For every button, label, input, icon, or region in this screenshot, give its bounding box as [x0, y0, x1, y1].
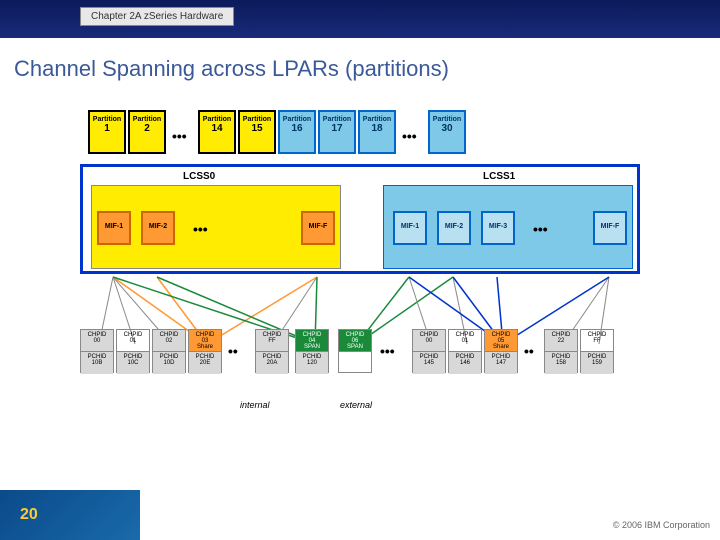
- mif-box: MIF-2: [437, 211, 471, 245]
- chpid-box: CHPID04SPANPCHID120: [295, 329, 329, 373]
- partition-box: Partition14: [198, 110, 236, 154]
- chpid-box: CHPID01PCHID146: [448, 329, 482, 373]
- ellipsis: •••: [380, 343, 395, 359]
- lcss1-label: LCSS1: [483, 171, 515, 182]
- ellipsis: •••: [533, 221, 548, 237]
- chpid-row: CHPID00PCHID10BCHPID01PCHID10CCHPID02PCH…: [80, 329, 640, 379]
- internal-label: internal: [240, 400, 270, 410]
- chpid-box: CHPID00PCHID10B: [80, 329, 114, 373]
- chpid-box: CHPID00PCHID145: [412, 329, 446, 373]
- partition-box: Partition2: [128, 110, 166, 154]
- partition-box: Partition15: [238, 110, 276, 154]
- copyright: © 2006 IBM Corporation: [613, 520, 710, 530]
- chpid-box: CHPIDFFPCHID20A: [255, 329, 289, 373]
- mif-box: MIF-2: [141, 211, 175, 245]
- footer: 20 © 2006 IBM Corporation: [0, 490, 720, 540]
- partition-box: Partition17: [318, 110, 356, 154]
- lcss-container: LCSS0 LCSS1 MIF-1 MIF-2 MIF-F MIF-1 MIF-2 MIF…: [80, 164, 640, 274]
- page-number: 20: [20, 506, 38, 524]
- chpid-box: CHPID01PCHID10C: [116, 329, 150, 373]
- chapter-tab: Chapter 2A zSeries Hardware: [80, 7, 234, 26]
- chpid-box: CHPID03SharePCHID20E: [188, 329, 222, 373]
- chpid-box: CHPIDFFPCHID159: [580, 329, 614, 373]
- chpid-box: CHPID02PCHID10D: [152, 329, 186, 373]
- chpid-box: CHPID06SPAN: [338, 329, 372, 373]
- partition-box: Partition18: [358, 110, 396, 154]
- slide-title: Channel Spanning across LPARs (partition…: [14, 56, 720, 82]
- mif-box: MIF-F: [593, 211, 627, 245]
- ellipsis: ••: [524, 343, 534, 359]
- chpid-box: CHPID05SharePCHID147: [484, 329, 518, 373]
- ellipsis: •••: [172, 128, 187, 144]
- partition-box: Partition30: [428, 110, 466, 154]
- external-label: external: [340, 400, 372, 410]
- mif-box: MIF-1: [97, 211, 131, 245]
- partitions-row: Partition1Partition2Partition14Partition…: [80, 110, 640, 154]
- top-banner: Chapter 2A zSeries Hardware: [0, 0, 720, 38]
- partition-box: Partition16: [278, 110, 316, 154]
- lcss0-label: LCSS0: [183, 171, 215, 182]
- chpid-box: CHPID22PCHID158: [544, 329, 578, 373]
- mif-box: MIF-F: [301, 211, 335, 245]
- mif-box: MIF-1: [393, 211, 427, 245]
- ellipsis: •••: [193, 221, 208, 237]
- diagram-area: Partition1Partition2Partition14Partition…: [80, 110, 640, 420]
- mif-box: MIF-3: [481, 211, 515, 245]
- ellipsis: ••: [228, 343, 238, 359]
- ellipsis: •••: [402, 128, 417, 144]
- partition-box: Partition1: [88, 110, 126, 154]
